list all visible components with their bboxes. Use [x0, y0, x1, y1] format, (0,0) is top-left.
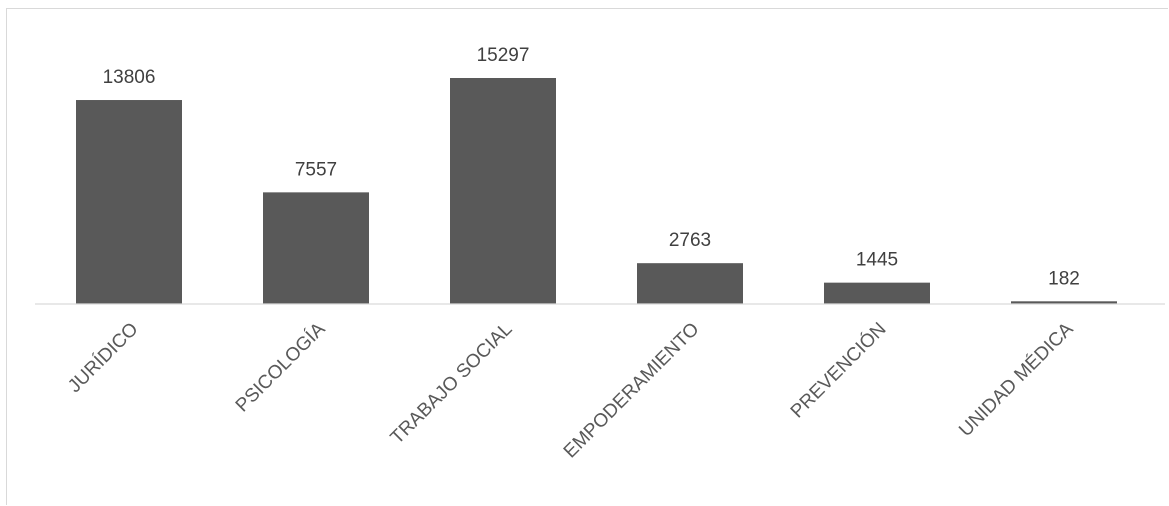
x-tick-label-5: UNIDAD MÉDICA: [955, 318, 1078, 441]
bar-4: [824, 282, 930, 304]
data-label-2: 15297: [477, 45, 530, 66]
bar-3: [637, 263, 743, 304]
bars-group: [76, 78, 1117, 304]
bar-1: [263, 192, 369, 304]
x-tick-label-1: PSICOLOGÍA: [232, 318, 330, 416]
bar-5: [1011, 301, 1117, 304]
bar-0: [76, 100, 182, 304]
data-label-1: 7557: [295, 159, 337, 180]
data-labels-group: 13806 7557 15297 2763 1445 182: [103, 45, 1080, 289]
x-tick-label-4: PREVENCIÓN: [786, 318, 890, 422]
x-tick-labels-group: JURÍDICO PSICOLOGÍA TRABAJO SOCIAL EMPODERA…: [64, 318, 1078, 462]
chart-frame: [6, 8, 1168, 505]
x-tick-label-2: TRABAJO SOCIAL: [387, 319, 517, 449]
data-label-5: 182: [1048, 268, 1080, 289]
data-label-4: 1445: [856, 250, 898, 271]
x-tick-label-3: EMPODERAMIENTO: [560, 319, 704, 463]
bar-2: [450, 78, 556, 304]
data-label-3: 2763: [669, 230, 711, 251]
data-label-0: 13806: [103, 67, 156, 88]
x-tick-label-0: JURÍDICO: [64, 319, 142, 397]
